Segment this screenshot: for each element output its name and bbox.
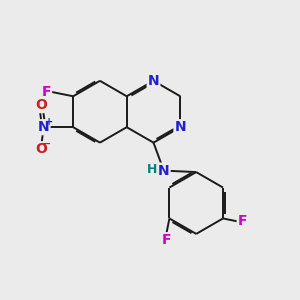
Text: −: −: [42, 138, 51, 148]
Text: N: N: [175, 120, 186, 134]
Text: O: O: [35, 142, 47, 156]
Text: F: F: [42, 85, 51, 99]
Text: F: F: [162, 233, 171, 247]
Text: O: O: [35, 98, 47, 112]
Text: N: N: [148, 74, 159, 88]
Text: N: N: [158, 164, 169, 178]
Text: H: H: [147, 163, 157, 176]
Text: N: N: [38, 120, 50, 134]
Text: F: F: [238, 214, 247, 228]
Text: +: +: [45, 117, 53, 127]
